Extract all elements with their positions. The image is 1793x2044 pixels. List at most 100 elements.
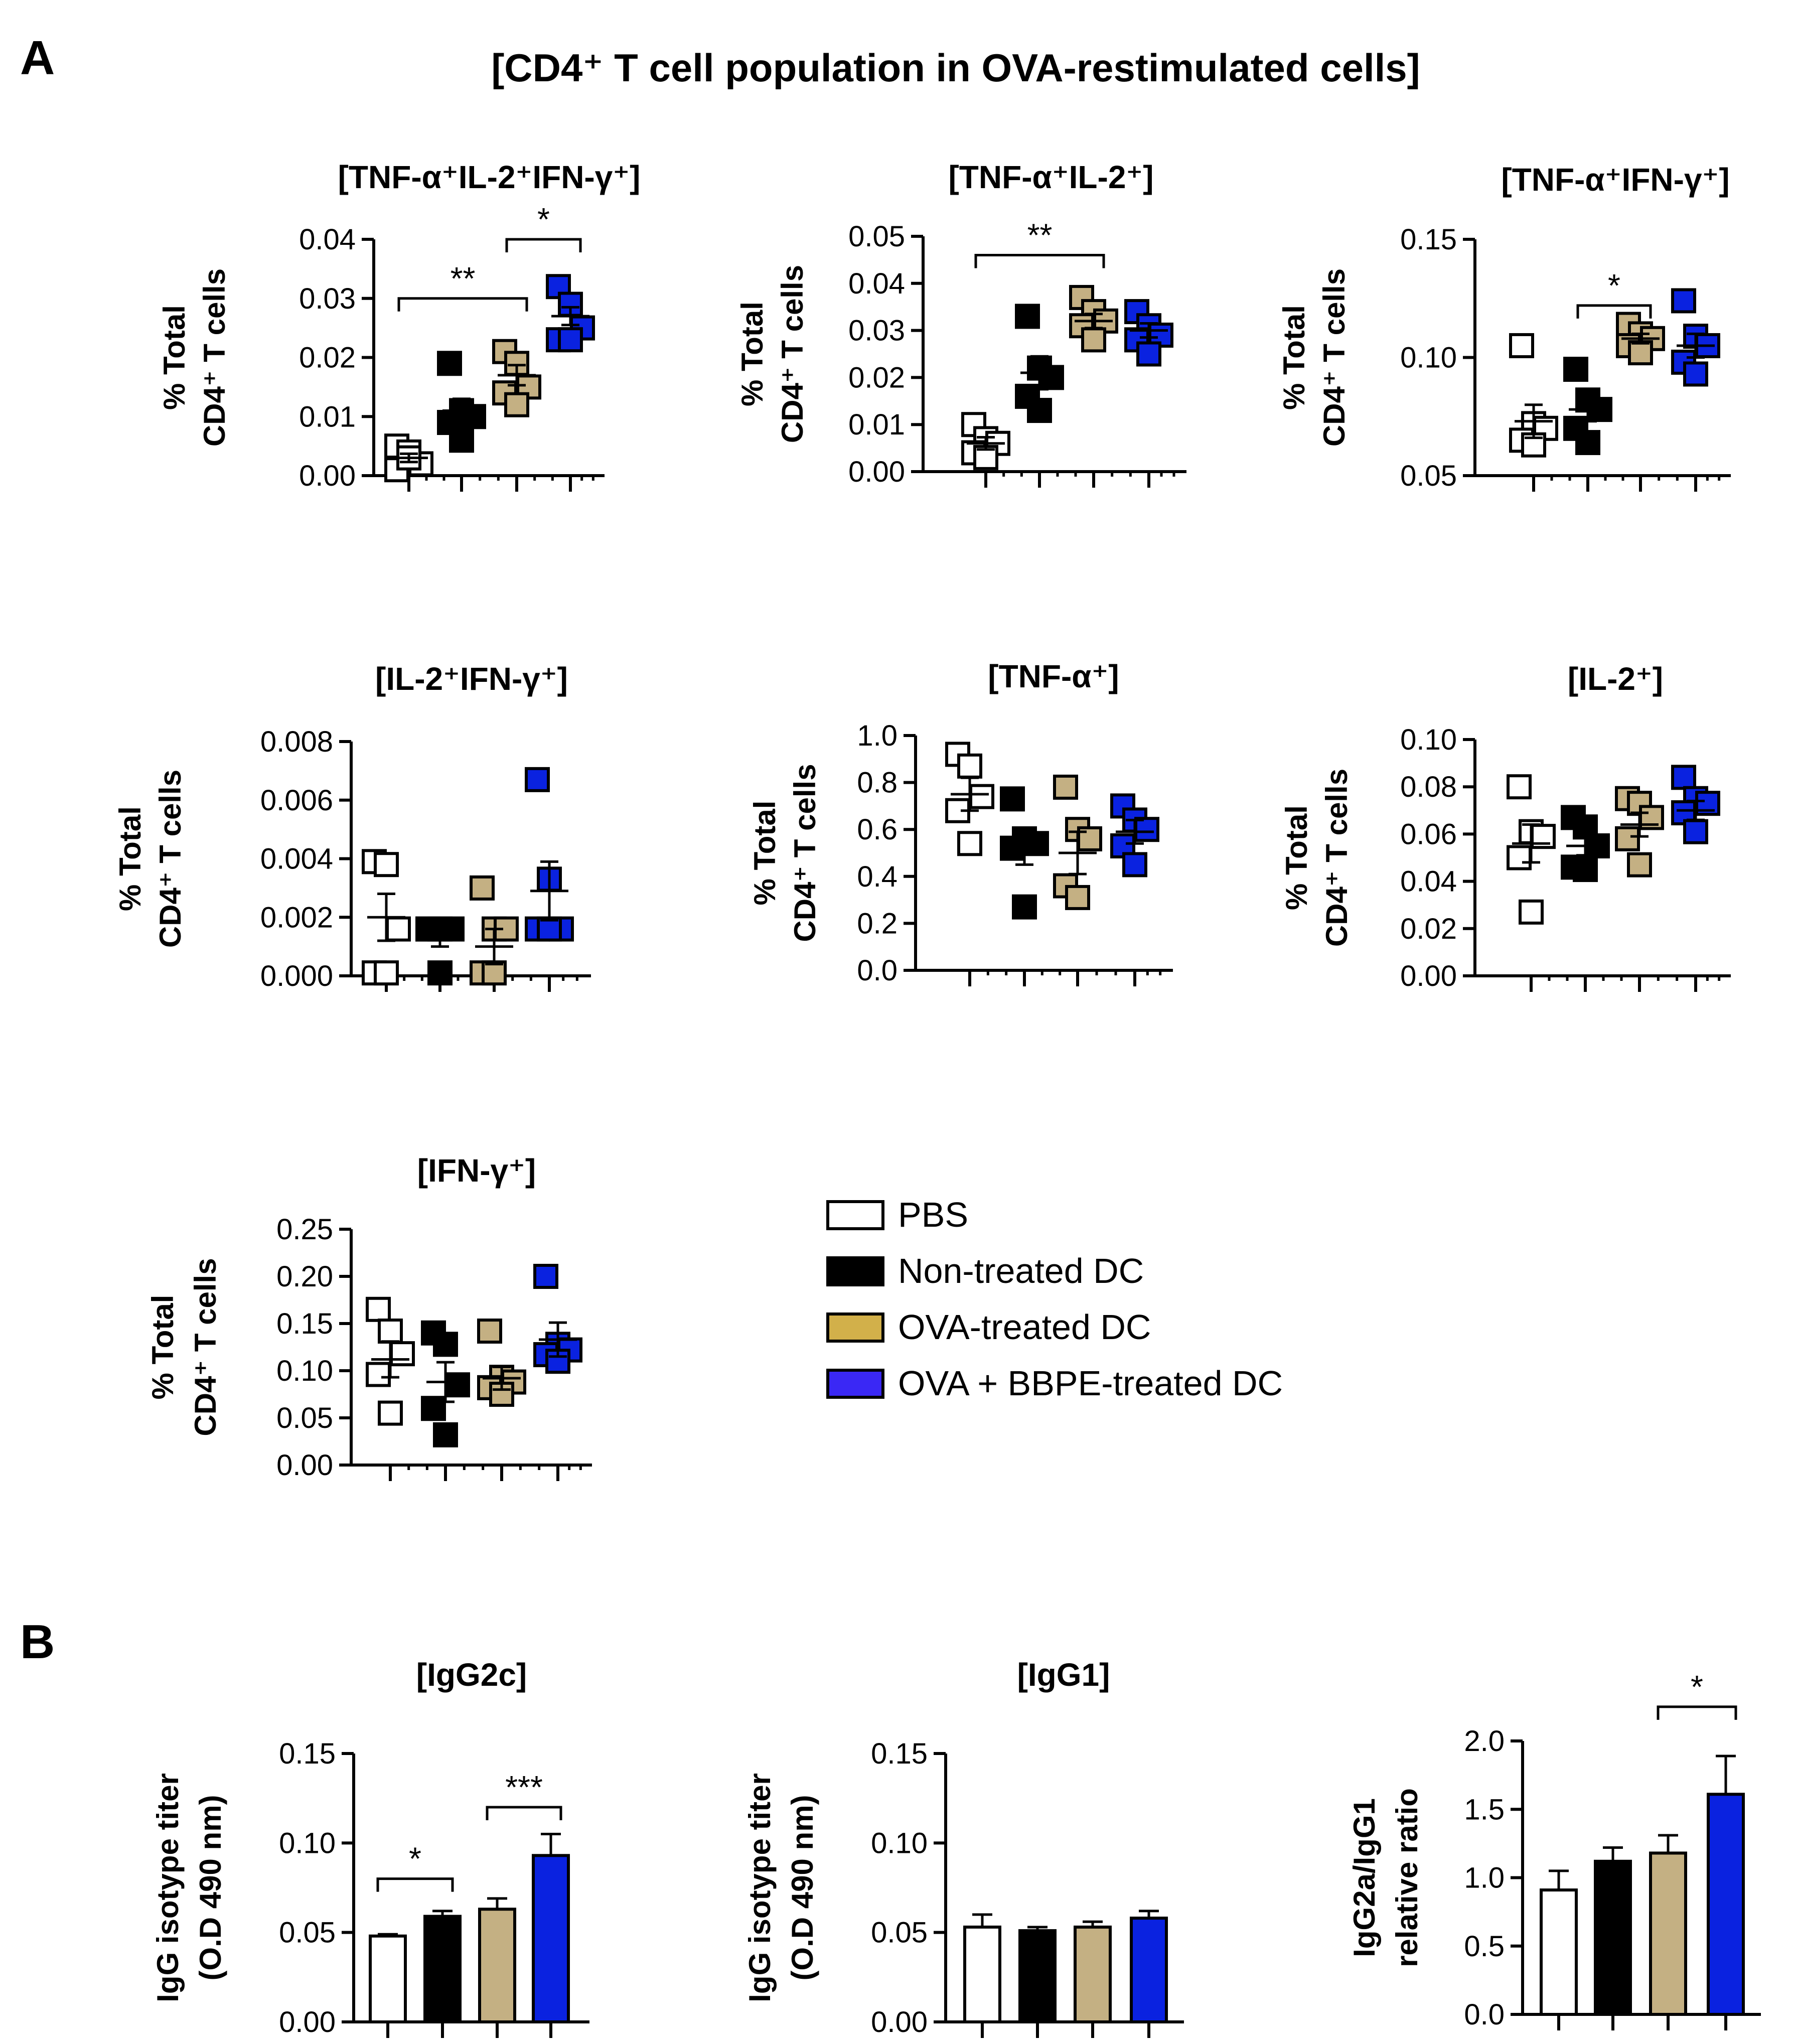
significance-bracket [397,297,528,312]
y-axis-label-line2: CD4⁺ T cells [1320,769,1354,947]
data-point-3 [1628,340,1653,366]
y-tick-label: 0.08 [1400,771,1457,803]
significance-bracket [486,1806,562,1820]
data-point-2 [1575,430,1600,456]
bar-3 [478,1908,516,2024]
y-axis-label-line1: % Total [146,1295,180,1400]
data-point-1 [1519,899,1544,925]
y-tick-label: 0.00 [276,1449,333,1482]
data-point-3 [477,1319,502,1344]
data-point-2 [449,427,474,453]
y-tick-label: 0.02 [1400,913,1457,945]
data-point-2 [1015,304,1040,329]
bar-2 [1594,1859,1632,2016]
y-tick-label: 0.05 [1400,460,1457,492]
bar-3 [1074,1925,1112,2023]
data-point-4 [1671,288,1696,314]
chart-title: [TNF-α⁺] [988,658,1119,694]
y-axis-label-line2: (O.D 490 nm) [194,1795,227,1980]
y-axis-label-line1: % Total [158,305,191,410]
data-point-4 [1671,765,1696,790]
y-tick-label: 0.004 [260,843,333,875]
y-axis-label-line1: % Total [1280,805,1313,910]
y-tick-label: 1.5 [1464,1793,1505,1826]
y-tick-label: 0.05 [276,1402,333,1434]
data-point-2 [427,960,453,986]
chart-a5: [TNF-α⁺] % Total CD4⁺ T cells 0.0 0.2 0.4 0.6 0… [748,658,1173,987]
data-point-1 [1507,845,1532,870]
significance-label: * [537,201,550,237]
data-point-3 [504,392,529,417]
legend: PBS Non-treated DC OVA-treated DC OVA + BBP… [826,1195,1283,1403]
y-tick-label: 0.05 [848,220,905,253]
chart-b2: [IgG1] IgG isotype titer (O.D 490 nm) 0.00 0… [743,1657,1184,2038]
bar-2 [423,1915,462,2023]
legend-label: PBS [898,1195,968,1234]
y-tick-label: 0.05 [871,1917,928,1949]
y-tick-label: 0.6 [857,813,898,846]
y-tick-label: 1.0 [1464,1862,1505,1894]
significance-label: * [1608,267,1620,304]
y-axis-label-line1: % Total [735,302,769,406]
significance-label: ** [1027,217,1053,253]
data-point-3 [1615,826,1640,851]
y-tick-label: 0.15 [276,1307,333,1340]
y-tick-label: 0.10 [1400,342,1457,374]
data-point-4 [525,767,550,792]
y-axis-label-line2: CD4⁺ T cells [189,1258,222,1436]
y-tick-label: 0.0 [857,954,898,987]
data-point-3 [1065,885,1090,910]
chart-title: [TNF-α⁺IL-2⁺] [948,159,1153,195]
data-point-3 [1627,852,1652,878]
charts-group: [TNF-α⁺IL-2⁺IFN-γ⁺]% Total CD4⁺ T cells0.… [113,159,1761,2038]
bar-2 [1018,1929,1057,2024]
y-axis-label-line2: CD4⁺ T cells [154,770,187,948]
y-tick-label: 0.03 [848,315,905,347]
y-axis-label-line1: % Total [1277,305,1311,410]
significance-bracket [505,238,582,252]
bar-4 [1707,1793,1745,2016]
y-tick-label: 0.15 [1400,223,1457,256]
y-tick-label: 0.03 [299,282,356,315]
data-point-4 [558,327,583,353]
y-axis-label-line1: IgG isotype titer [151,1773,185,2002]
significance-bracket [376,1877,454,1892]
y-tick-label: 0.10 [279,1827,336,1859]
data-point-1 [957,831,982,856]
y-axis-label-line1: % Total [113,806,147,911]
data-point-1 [386,916,411,942]
legend-label: Non-treated DC [898,1251,1144,1290]
significance-bracket [1657,1705,1737,1720]
chart-a2: [TNF-α⁺IL-2⁺] % Total CD4⁺ T cells 0.00 0.01… [735,159,1186,488]
bar-4 [1130,1917,1168,2023]
panel-label-b: B [20,1615,55,1669]
data-point-1 [969,784,994,809]
data-point-2 [437,351,462,376]
data-point-2 [1573,857,1598,883]
y-tick-label: 0.04 [299,223,356,256]
y-axis-label-line2: CD4⁺ T cells [198,268,231,447]
main-title: [CD4⁺ T cell population in OVA-restimula… [491,46,1420,90]
data-point-4 [1134,817,1159,842]
data-point-1 [957,753,982,779]
y-tick-label: 0.00 [848,456,905,488]
y-tick-label: 0.00 [1400,960,1457,992]
chart-a4: [IL-2⁺IFN-γ⁺] % Total CD4⁺ T cells 0.000 0.0… [113,661,591,992]
data-point-3 [1053,774,1078,800]
chart-title: [IFN-γ⁺] [417,1152,536,1189]
chart-b1: [IgG2c] IgG isotype titer (O.D 490 nm) 0.00… [151,1657,589,2038]
data-point-1 [1507,774,1532,800]
y-tick-label: 0.0 [1464,1998,1505,2031]
bar-3 [1649,1851,1687,2016]
bar-1 [963,1925,1001,2023]
bar-1 [1540,1888,1578,2016]
significance-label: * [409,1841,421,1877]
y-axis-label-line2: relative ratio [1390,1788,1424,1967]
y-axis-label-line2: CD4⁺ T cells [788,764,822,942]
chart-title: [TNF-α⁺IFN-γ⁺] [1501,162,1729,198]
y-tick-label: 0.5 [1464,1930,1505,1963]
y-axis-label-line1: IgG isotype titer [743,1773,777,2002]
y-tick-label: 0.000 [260,960,333,992]
legend-label: OVA-treated DC [898,1307,1151,1347]
